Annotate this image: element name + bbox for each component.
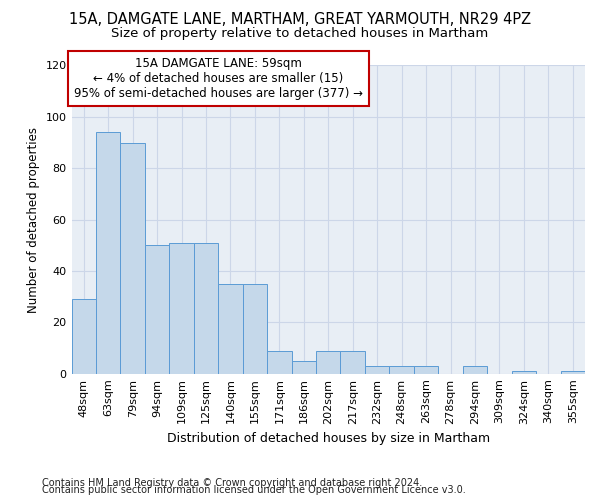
Text: Size of property relative to detached houses in Martham: Size of property relative to detached ho… xyxy=(112,28,488,40)
Bar xyxy=(340,350,365,374)
Bar xyxy=(560,371,585,374)
Bar xyxy=(242,284,267,374)
Bar xyxy=(121,142,145,374)
Bar xyxy=(194,242,218,374)
Bar xyxy=(169,242,194,374)
Bar xyxy=(512,371,536,374)
Text: Contains HM Land Registry data © Crown copyright and database right 2024.: Contains HM Land Registry data © Crown c… xyxy=(42,478,422,488)
Bar xyxy=(463,366,487,374)
Bar xyxy=(71,299,96,374)
Bar xyxy=(292,361,316,374)
Text: 15A, DAMGATE LANE, MARTHAM, GREAT YARMOUTH, NR29 4PZ: 15A, DAMGATE LANE, MARTHAM, GREAT YARMOU… xyxy=(69,12,531,28)
Bar xyxy=(365,366,389,374)
Bar xyxy=(414,366,438,374)
Y-axis label: Number of detached properties: Number of detached properties xyxy=(27,126,40,312)
Text: 15A DAMGATE LANE: 59sqm
← 4% of detached houses are smaller (15)
95% of semi-det: 15A DAMGATE LANE: 59sqm ← 4% of detached… xyxy=(74,57,363,100)
Bar xyxy=(389,366,414,374)
Bar xyxy=(267,350,292,374)
X-axis label: Distribution of detached houses by size in Martham: Distribution of detached houses by size … xyxy=(167,432,490,445)
Bar xyxy=(218,284,242,374)
Text: Contains public sector information licensed under the Open Government Licence v3: Contains public sector information licen… xyxy=(42,485,466,495)
Bar xyxy=(145,246,169,374)
Bar xyxy=(316,350,340,374)
Bar xyxy=(96,132,121,374)
